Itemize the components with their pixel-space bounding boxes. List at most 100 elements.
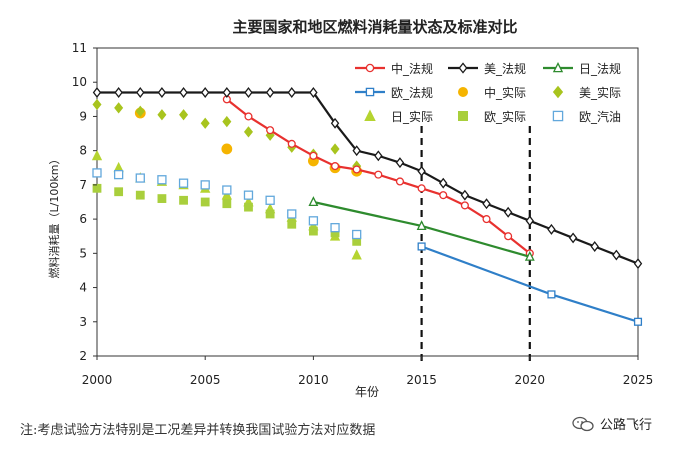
legend-entry: 欧_法规 — [355, 85, 433, 100]
data-point — [135, 105, 145, 117]
data-point — [503, 206, 513, 218]
data-point — [352, 145, 361, 157]
data-point — [417, 184, 426, 193]
y-tick-label: 3 — [79, 315, 87, 329]
data-point — [157, 175, 167, 185]
data-point — [590, 241, 599, 252]
data-point — [612, 249, 621, 261]
data-point — [374, 150, 383, 162]
data-point — [395, 177, 405, 186]
data-point — [568, 232, 578, 244]
data-point — [222, 185, 232, 195]
data-point — [439, 191, 448, 200]
series-欧_汽油 — [92, 168, 362, 240]
brand-name: 公路飞行 — [600, 418, 653, 433]
legend-marker — [458, 62, 468, 74]
data-point — [395, 157, 405, 169]
y-tick-label: 6 — [79, 212, 87, 226]
series-美_法规 — [92, 87, 643, 270]
data-point — [460, 189, 470, 201]
data-point — [547, 223, 556, 235]
data-point — [135, 173, 145, 183]
y-tick-label: 10 — [72, 75, 87, 89]
series-中_法规 — [222, 95, 534, 258]
data-point — [439, 177, 448, 189]
data-point — [524, 250, 535, 261]
data-point — [416, 220, 427, 231]
data-point — [91, 149, 103, 161]
data-point — [417, 242, 426, 251]
data-point — [265, 195, 275, 205]
data-point — [266, 126, 275, 135]
chart-background — [0, 0, 689, 410]
data-point — [243, 190, 254, 200]
data-point — [482, 215, 491, 224]
data-point — [114, 187, 124, 197]
data-point — [157, 194, 167, 203]
legend-label: 欧_汽油 — [579, 109, 621, 124]
data-point — [309, 87, 318, 98]
chart-title: 主要国家和地区燃料消耗量状态及标准对比 — [232, 18, 517, 36]
data-point — [200, 197, 210, 207]
wechat-icon — [572, 416, 594, 431]
reference-lines — [420, 126, 531, 362]
y-tick-label: 7 — [79, 178, 87, 192]
data-point — [525, 215, 535, 227]
data-point — [633, 258, 643, 270]
y-tick-label: 8 — [79, 144, 87, 158]
x-tick-label: 2025 — [623, 373, 654, 387]
legend-label: 中_实际 — [484, 85, 526, 100]
legend-entry: 美_法规 — [448, 61, 526, 76]
legend-entry: 欧_汽油 — [552, 109, 621, 124]
brand-watermark: 公路飞行 — [572, 414, 652, 433]
y-axis-label: 燃料消耗量（L/100km） — [47, 154, 61, 279]
legend: 中_法规 美_法规 日_法规欧_法规 中_实际 美_实际日_实际 欧_实际 欧_汽油 — [355, 61, 621, 124]
legend-marker — [552, 110, 564, 122]
data-point — [200, 87, 210, 98]
data-point — [330, 143, 340, 155]
data-point — [309, 151, 318, 160]
data-point — [92, 87, 102, 98]
y-tick-label: 4 — [79, 281, 87, 295]
legend-marker — [365, 63, 375, 73]
legend-label: 欧_法规 — [391, 85, 433, 100]
legend-label: 美_法规 — [484, 61, 526, 76]
x-tick-label: 2015 — [406, 373, 437, 387]
data-point — [179, 87, 188, 98]
x-tick-label: 2010 — [298, 373, 329, 387]
data-point — [287, 219, 297, 229]
y-tick-label: 5 — [79, 246, 87, 260]
legend-label: 中_法规 — [391, 61, 433, 76]
legend-marker — [365, 87, 375, 97]
data-point — [330, 117, 340, 129]
data-point — [92, 168, 102, 178]
legend-entry: 中_实际 — [457, 85, 526, 100]
data-point — [265, 209, 275, 219]
footnote: 注:考虑试验方法特别是工况差异并转换我国试验方法对应数据 — [20, 423, 376, 438]
legend-marker — [457, 111, 468, 122]
x-tick-label: 2005 — [190, 373, 221, 387]
series-欧_法规 — [417, 242, 643, 326]
data-point — [221, 143, 233, 155]
data-point — [417, 165, 426, 177]
data-point — [352, 165, 361, 174]
data-point — [157, 87, 167, 98]
data-point — [92, 183, 102, 193]
data-point — [114, 87, 123, 98]
legend-label: 日_实际 — [391, 109, 433, 124]
data-point — [179, 195, 188, 205]
data-point — [244, 202, 253, 212]
data-point — [547, 290, 556, 299]
data-point — [136, 87, 145, 98]
legend-entry: 日_法规 — [543, 61, 621, 76]
data-point — [352, 229, 362, 240]
data-point — [504, 232, 513, 241]
legend-entry: 中_法规 — [355, 61, 433, 76]
data-point — [200, 117, 210, 129]
data-point — [633, 317, 643, 326]
data-point — [374, 170, 383, 179]
data-point — [113, 169, 124, 180]
data-point — [460, 201, 469, 210]
y-tick-label: 11 — [72, 41, 87, 55]
data-point — [482, 198, 491, 210]
